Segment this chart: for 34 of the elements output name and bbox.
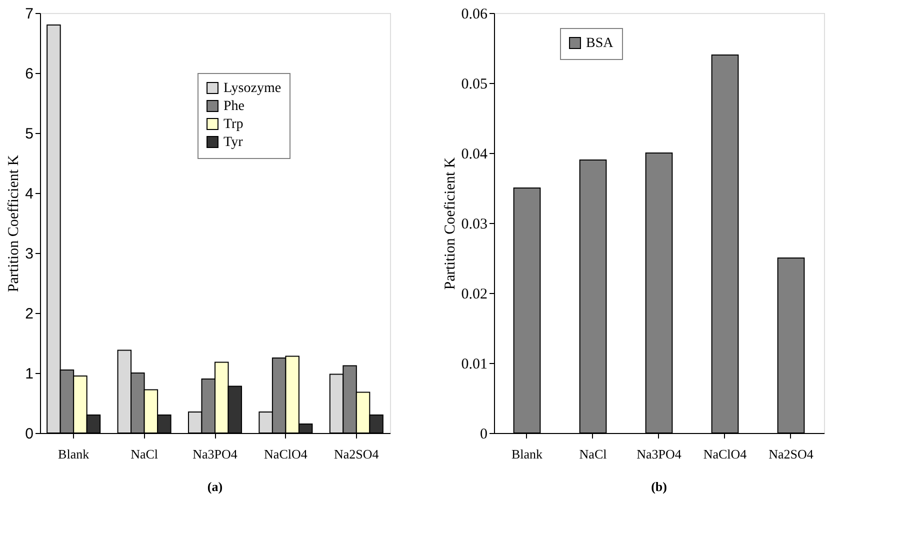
x-tick-label: NaCl [130, 446, 158, 462]
x-tick-label: Blank [58, 446, 90, 462]
y-tick-label: 0.04 [461, 146, 488, 162]
y-axis-title: Partition Coefficient K [6, 154, 22, 292]
legend-label: Tyr [224, 135, 244, 150]
y-tick-label: 0.01 [461, 356, 488, 372]
x-tick-label: Na3PO4 [192, 446, 238, 462]
y-tick-label: 4 [25, 186, 34, 202]
x-tick-label: Blank [511, 446, 544, 462]
y-tick-label: 0.05 [461, 76, 488, 92]
y-tick-label: 1 [25, 366, 34, 382]
y-tick-label: 0 [480, 426, 488, 442]
x-tick-label: Na3PO4 [636, 446, 682, 462]
legend-label: Lysozyme [224, 81, 282, 96]
y-tick-label: 2 [25, 306, 34, 322]
text: (b) [651, 479, 667, 494]
x-tick-label: Na2SO4 [334, 446, 380, 462]
y-tick-label: 0.03 [461, 216, 488, 232]
y-tick-label: 3 [25, 246, 34, 262]
x-tick-label: NaCl [579, 446, 608, 462]
y-axis-title: Partition Coeficient K [442, 157, 458, 290]
legend-label: Phe [224, 99, 244, 114]
y-tick-label: 0 [25, 426, 34, 442]
x-tick-label: Na2SO4 [768, 446, 814, 462]
x-tick-label: NaClO4 [264, 446, 308, 462]
x-tick-label: NaClO4 [703, 446, 748, 462]
y-tick-label: 5 [25, 126, 34, 142]
text: (a) [207, 479, 223, 494]
legend-label: Trp [224, 117, 244, 132]
y-tick-label: 7 [25, 6, 34, 22]
y-tick-label: 6 [25, 66, 34, 82]
y-tick-label: 0.06 [461, 6, 488, 22]
legend-label: BSA [586, 36, 614, 51]
y-tick-label: 0.02 [461, 286, 488, 302]
